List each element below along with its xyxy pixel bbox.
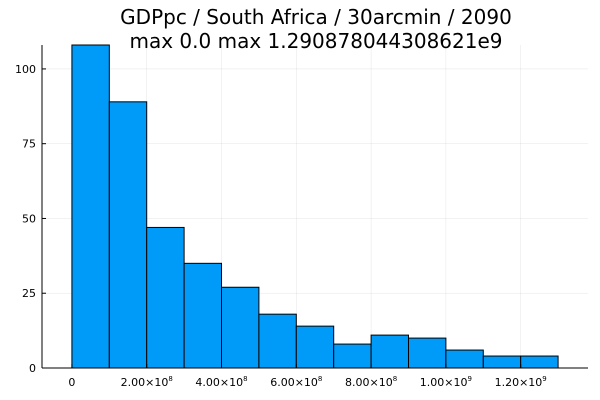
x-tick-label: 0 (68, 376, 75, 389)
chart-title-line-2: max 0.0 max 1.290878044308621e9 (129, 29, 502, 53)
histogram-bar (333, 343, 372, 369)
histogram-bar (407, 337, 447, 369)
y-tick-label: 75 (22, 138, 36, 151)
tick-labels: 0 25 50 75 100 0 2.00×108 4.00×108 6.00×108 8.00×… (15, 63, 547, 389)
y-tick-label: 25 (22, 287, 36, 300)
histogram-bar (146, 226, 185, 369)
histogram-bar (370, 334, 409, 369)
y-tick-label: 0 (29, 362, 36, 375)
chart-title-line-1: GDPpc / South Africa / 30arcmin / 2090 (120, 5, 512, 29)
y-tick-label: 50 (22, 212, 36, 225)
histogram-bar (482, 355, 522, 369)
axes (41, 45, 588, 369)
histogram-bar (258, 313, 297, 369)
x-tick-label: 8.00×108 (345, 375, 397, 389)
x-tick-label: 2.00×108 (121, 375, 173, 389)
histogram-bar (71, 44, 110, 369)
histogram-bar (108, 101, 148, 369)
histogram-bar (183, 262, 223, 369)
y-tick-label: 100 (15, 63, 36, 76)
histogram-bar (445, 349, 484, 369)
histogram-bar (295, 325, 335, 369)
x-tick-label: 1.20×109 (495, 375, 547, 389)
bars (71, 44, 559, 369)
histogram-bar (520, 355, 559, 369)
histogram-bar (221, 286, 260, 369)
x-tick-label: 4.00×108 (195, 375, 247, 389)
x-tick-label: 1.00×109 (420, 375, 472, 389)
x-tick-label: 6.00×108 (270, 375, 322, 389)
